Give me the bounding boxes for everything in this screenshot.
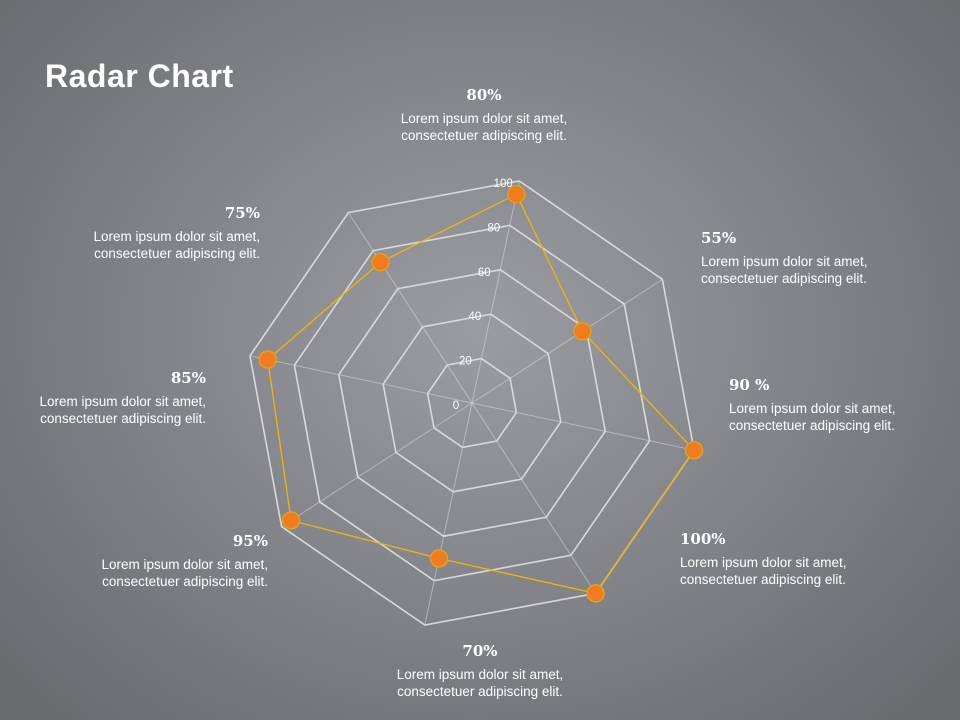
label-axis-5: 70% Lorem ipsum dolor sit amet, consecte… [390,642,570,700]
radar-grid [249,180,695,626]
tick-label: 0 [453,400,459,412]
label-text: Lorem ipsum dolor sit amet, consectetuer… [729,401,896,433]
data-point [429,549,449,568]
label-percent: 95% [232,532,268,550]
label-percent: 90 % [729,376,770,394]
label-axis-6: 95% Lorem ipsum dolor sit amet, consecte… [88,532,268,590]
label-percent: 100% [680,530,726,548]
grid-spoke [471,402,597,594]
tick-label: 80 [487,222,500,234]
data-point [586,584,605,603]
label-text: Lorem ipsum dolor sit amet, consectetuer… [701,254,868,286]
label-text: Lorem ipsum dolor sit amet, consectetuer… [39,394,206,426]
label-axis-2: 55% Lorem ipsum dolor sit amet, consecte… [701,229,881,287]
data-point [371,252,390,272]
data-point [684,440,704,460]
grid-spoke [424,402,473,626]
tick-label: 100 [494,178,513,190]
label-axis-3: 90 % Lorem ipsum dolor sit amet, consect… [729,376,909,434]
label-text: Lorem ipsum dolor sit amet, consectetuer… [93,229,260,261]
data-point [258,350,277,369]
label-percent: 85% [170,369,206,387]
label-percent: 55% [701,229,737,247]
label-text: Lorem ipsum dolor sit amet, consectetuer… [101,557,268,589]
data-point [507,185,526,204]
tick-label: 60 [478,267,491,279]
radar-tick-labels: 0 20 40 60 80 100 [453,178,513,412]
grid-spoke [471,278,663,404]
grid-spoke [471,180,520,404]
label-text: Lorem ipsum dolor sit amet, consectetuer… [396,667,564,699]
tick-label: 20 [459,356,472,368]
label-axis-7: 85% Lorem ipsum dolor sit amet, consecte… [26,369,206,427]
grid-spoke [249,355,473,404]
label-axis-1: 80% Lorem ipsum dolor sit amet, consecte… [394,86,574,144]
label-text: Lorem ipsum dolor sit amet, consectetuer… [400,111,568,143]
series-line [267,193,695,595]
radar-series [258,185,704,603]
slide-title: Radar Chart [45,58,234,94]
tick-label: 40 [468,311,481,323]
label-axis-8: 75% Lorem ipsum dolor sit amet, consecte… [80,204,260,262]
label-text: Lorem ipsum dolor sit amet, consectetuer… [680,555,847,587]
grid-spoke [347,212,473,404]
label-axis-4: 100% Lorem ipsum dolor sit amet, consect… [680,530,860,588]
label-percent: 70% [462,642,498,660]
label-percent: 80% [466,86,502,104]
grid-spoke [281,402,473,528]
data-point [573,322,592,341]
grid-spoke [471,402,695,451]
data-point [281,511,301,530]
label-percent: 75% [224,204,260,222]
